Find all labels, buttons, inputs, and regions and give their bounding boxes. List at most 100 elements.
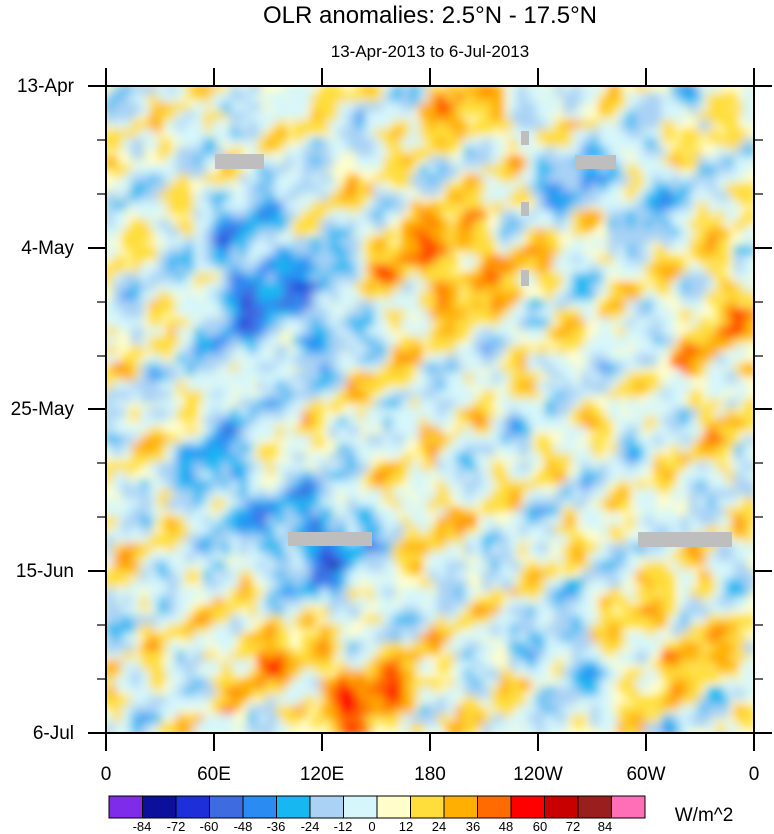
field-cell	[106, 228, 117, 241]
colorbar-swatch	[142, 795, 177, 819]
field-cell	[743, 669, 754, 682]
field-cell	[743, 570, 754, 583]
field-cell	[106, 93, 117, 106]
field-cell	[743, 480, 754, 493]
field-cell	[716, 723, 729, 733]
field-cell	[743, 444, 754, 457]
y-axis-ticks	[88, 85, 772, 734]
field-cell	[482, 120, 495, 133]
field-cell	[509, 86, 522, 97]
field-cell	[590, 86, 603, 97]
missing-patch	[521, 202, 529, 216]
field-cell	[644, 723, 657, 733]
field-cell	[248, 86, 261, 97]
field-cell	[106, 552, 117, 565]
field-cell	[419, 86, 432, 97]
field-area	[106, 86, 754, 733]
field-cell	[743, 327, 754, 340]
field-cell	[106, 597, 117, 610]
x-axis-ticks	[105, 68, 755, 751]
field-cell	[410, 561, 423, 574]
field-cell	[320, 86, 333, 97]
field-cell	[194, 696, 207, 709]
field-cell	[743, 102, 754, 115]
field-cell	[455, 86, 468, 97]
field-cell	[176, 723, 189, 733]
field-cell	[401, 723, 414, 733]
colorbar-label: 48	[499, 819, 513, 834]
field-cell	[572, 714, 585, 727]
field-cell	[230, 86, 243, 97]
field-cell	[743, 687, 754, 700]
colorbar-label: -36	[267, 819, 286, 834]
field-cell	[743, 579, 754, 592]
field-cell	[275, 723, 288, 733]
field-cell	[106, 201, 117, 214]
field-cell	[266, 723, 279, 733]
colorbar-swatch	[108, 795, 143, 819]
field-cell	[482, 86, 495, 97]
missing-patch	[521, 270, 529, 286]
field-cell	[203, 86, 216, 97]
field-cell	[608, 86, 621, 97]
field-cell	[617, 336, 630, 349]
missing-patch	[575, 155, 616, 169]
field-cell	[743, 516, 754, 529]
field-cell	[311, 714, 324, 727]
field-cell	[635, 86, 648, 97]
field-cell	[329, 399, 342, 412]
field-cell	[743, 147, 754, 160]
colorbar-swatch	[309, 795, 344, 819]
field-cell	[106, 516, 117, 529]
colorbar-label: 36	[466, 819, 480, 834]
field-cell	[581, 93, 594, 106]
field-cell	[563, 561, 576, 574]
field-cell	[185, 86, 198, 97]
field-cell	[106, 111, 117, 124]
y-tick-label: 4-May	[21, 238, 74, 259]
field-cell	[106, 192, 117, 205]
field-cell	[662, 129, 675, 142]
colorbar-label: 0	[368, 819, 375, 834]
field-cell	[383, 86, 396, 97]
field-cell	[106, 390, 117, 403]
field-cell	[106, 210, 117, 223]
colorbar-units: W/m^2	[675, 805, 734, 826]
field-cell	[743, 192, 754, 205]
field-cell	[106, 381, 117, 394]
y-tick-label: 15-Jun	[16, 561, 74, 582]
missing-patch	[521, 131, 529, 145]
field-cell	[743, 93, 754, 106]
field-cell	[106, 534, 117, 547]
field-cell	[500, 723, 513, 733]
field-cell	[473, 86, 486, 97]
field-cell	[302, 615, 315, 628]
field-cell	[707, 669, 720, 682]
field-cell	[106, 507, 117, 520]
colorbar-swatch	[376, 795, 411, 819]
field-cell	[302, 86, 315, 97]
field-cell	[635, 723, 648, 733]
field-cell	[106, 642, 117, 655]
missing-patch	[215, 154, 264, 169]
chart-subtitle: 13-Apr-2013 to 6-Jul-2013	[331, 42, 529, 61]
colorbar	[108, 795, 646, 819]
field-cell	[106, 318, 117, 331]
field-cell	[563, 86, 576, 97]
field-cell	[653, 723, 666, 733]
field-cell	[743, 462, 754, 475]
colorbar-swatch	[410, 795, 445, 819]
field-cell	[106, 723, 117, 733]
field-cell	[106, 363, 117, 376]
field-cell	[743, 246, 754, 259]
field-cell	[239, 723, 252, 733]
field-cell	[185, 408, 198, 421]
x-tick-labels: 0 60E 120E 180 120W 60W 0	[101, 764, 760, 785]
field-cell	[248, 723, 261, 733]
field-cell	[743, 183, 754, 196]
field-cell	[106, 129, 117, 142]
field-cell	[743, 264, 754, 277]
colorbar-swatch	[544, 795, 579, 819]
x-tick-label: 120E	[300, 764, 344, 785]
